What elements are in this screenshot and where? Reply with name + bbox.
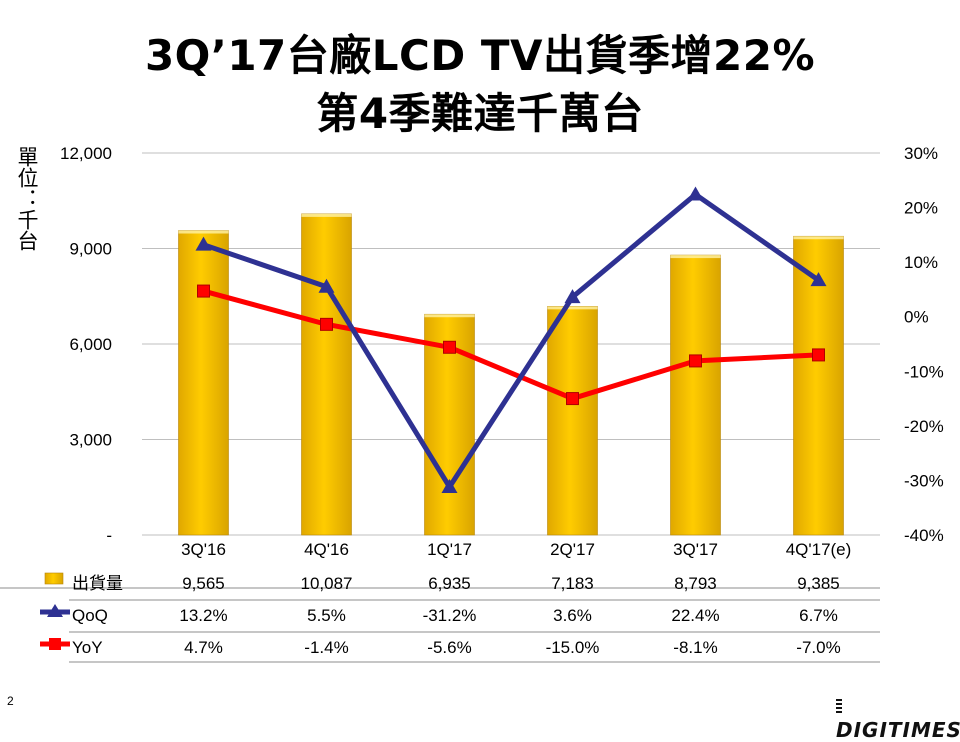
data-table: 出貨量 9,565 10,087 6,935 7,183 8,793 9,385 QoQ 13.… [0,572,880,663]
yoy-point [443,340,456,354]
bar [670,254,721,536]
category-label: 3Q'16 [181,540,226,559]
left-axis-tick-label: 9,000 [69,240,112,259]
category-label: 2Q'17 [550,540,595,559]
bar-highlight [424,314,475,318]
chart-title-line1: 3Q’17台廠LCD TV出貨季增22% [144,31,816,80]
left-axis-tick-label: - [106,526,112,545]
qoq-point [810,272,827,287]
category-label: 3Q'17 [673,540,718,559]
table-cell: 3.6% [553,606,592,625]
page-number: 2 [7,694,14,708]
combo-chart: - 3,000 6,000 9,000 12,000 -40% -30% -20% -10% 0… [0,144,944,663]
qoq-point [318,278,335,293]
category-label: 1Q'17 [427,540,472,559]
left-axis-ticks: - 3,000 6,000 9,000 12,000 [60,144,112,545]
bar [301,213,352,536]
table-cell: 7,183 [551,574,594,593]
table-cell: 5.5% [307,606,346,625]
table-cell: -7.0% [796,638,840,657]
right-axis-tick-label: -20% [904,417,944,436]
bar [178,230,229,536]
bar-highlight [793,236,844,240]
digitimes-logo: DIGITIMES [836,694,960,742]
table-cell: -5.6% [427,638,471,657]
category-label: 4Q'16 [304,540,349,559]
yoy-point [566,392,579,406]
legend-label: QoQ [72,606,108,625]
right-axis-tick-label: -30% [904,471,944,490]
right-axis-ticks: -40% -30% -20% -10% 0% 10% 20% 30% [904,144,944,545]
bar-highlight [301,213,352,217]
bar-highlight [178,230,229,234]
table-cell: 22.4% [671,606,719,625]
right-axis-tick-label: -40% [904,526,944,545]
table-cell: -8.1% [673,638,717,657]
table-cell: 9,565 [182,574,225,593]
qoq-point [687,186,704,201]
legend-key-bar [44,572,64,585]
yoy-point [197,284,210,298]
table-cell: 6.7% [799,606,838,625]
table-cell: 13.2% [179,606,227,625]
table-cell: -15.0% [546,638,600,657]
bar [547,306,598,536]
table-cell: 8,793 [674,574,717,593]
legend-key-qoq-marker [47,604,63,617]
table-cell: 6,935 [428,574,471,593]
legend-label: YoY [72,638,103,657]
gridlines [142,152,880,536]
right-axis-tick-label: 0% [904,308,929,327]
table-cell: -31.2% [423,606,477,625]
right-axis-tick-label: -10% [904,362,944,381]
chart-title-line2: 第4季難達千萬台 [316,89,644,138]
category-labels: 3Q'16 4Q'16 1Q'17 2Q'17 3Q'17 4Q'17(e) [181,540,851,559]
left-axis-tick-label: 3,000 [69,431,112,450]
table-cell: 9,385 [797,574,840,593]
right-axis-tick-label: 10% [904,253,938,272]
table-cell: 10,087 [301,574,353,593]
logo-text: DIGITIMES [836,718,960,742]
qoq-point [441,478,458,493]
category-label: 4Q'17(e) [786,540,852,559]
line-series [195,186,827,493]
QoQ-line [202,191,820,490]
yoy-point [689,354,702,368]
bar-highlight [547,306,598,310]
left-axis-tick-label: 12,000 [60,144,112,163]
right-axis-tick-label: 30% [904,144,938,163]
qoq-point [195,236,212,251]
unit-label: 單位：千台 [15,146,39,251]
legend-key-yoy-marker [49,638,61,650]
legend-label: 出貨量 [72,574,123,593]
right-axis-tick-label: 20% [904,199,938,218]
yoy-point [812,348,825,362]
yoy-point [320,317,333,331]
YoY-line [202,288,819,402]
table-cell: -1.4% [304,638,348,657]
left-axis-tick-label: 6,000 [69,335,112,354]
qoq-point [564,289,581,304]
table-cell: 4.7% [184,638,223,657]
bar-highlight [670,255,721,259]
